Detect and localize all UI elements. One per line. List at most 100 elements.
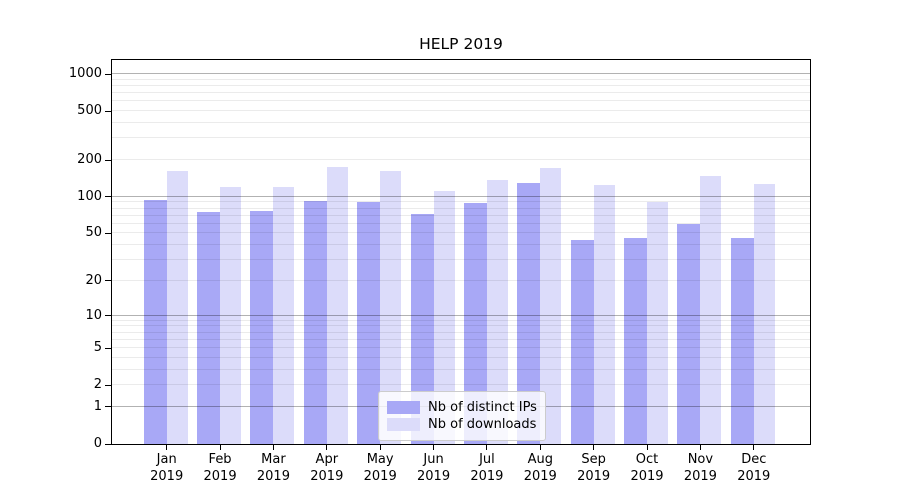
legend-entry-distinct-ips: Nb of distinct IPs <box>387 400 537 415</box>
x-tick-year: 2019 <box>523 469 557 484</box>
gridline-y-900 <box>112 78 810 80</box>
x-tick-dec <box>753 444 755 450</box>
x-tick-label-sep: Sep 2019 <box>562 451 626 485</box>
y-tick-label-50: 50 <box>85 225 102 241</box>
x-tick-month: Oct <box>635 452 659 467</box>
y-tick-label-10: 10 <box>85 307 102 323</box>
x-tick-month: Aug <box>527 452 553 467</box>
gridline-y-40 <box>112 244 810 246</box>
gridline-y-6 <box>112 338 810 340</box>
x-tick-label-oct: Oct 2019 <box>615 451 679 485</box>
bar-distinct-ips-may <box>357 202 381 444</box>
x-tick-year: 2019 <box>310 469 344 484</box>
x-tick-label-nov: Nov 2019 <box>668 451 732 485</box>
x-tick-jul <box>486 444 488 450</box>
x-tick-year: 2019 <box>150 469 184 484</box>
y-tick-0 <box>105 443 112 445</box>
x-tick-label-dec: Dec 2019 <box>722 451 786 485</box>
x-tick-month: Apr <box>315 452 339 467</box>
bar-distinct-ips-nov <box>677 223 701 444</box>
bar-downloads-jun <box>433 190 455 444</box>
x-tick-label-apr: Apr 2019 <box>295 451 359 485</box>
y-tick-50 <box>105 232 112 234</box>
x-tick-year: 2019 <box>256 469 290 484</box>
bar-downloads-dec <box>753 184 775 444</box>
bar-distinct-ips-oct <box>624 237 648 444</box>
y-tick-2 <box>105 384 112 386</box>
x-tick-year: 2019 <box>203 469 237 484</box>
x-tick-month: Jan <box>156 452 177 467</box>
x-tick-year: 2019 <box>577 469 611 484</box>
legend: Nb of distinct IPs Nb of downloads <box>378 391 546 441</box>
gridline-y-70 <box>112 214 810 216</box>
chart-title: HELP 2019 <box>419 35 503 53</box>
gridline-y-2 <box>112 384 810 386</box>
gridline-y-8 <box>112 325 810 327</box>
bar-distinct-ips-jul <box>463 203 487 444</box>
legend-label-downloads: Nb of downloads <box>428 417 537 432</box>
y-tick-100 <box>105 196 112 198</box>
x-tick-mar <box>272 444 274 450</box>
x-tick-sep <box>593 444 595 450</box>
x-tick-label-jul: Jul 2019 <box>455 451 519 485</box>
legend-entry-downloads: Nb of downloads <box>387 417 537 432</box>
x-tick-year: 2019 <box>683 469 717 484</box>
x-tick-oct <box>646 444 648 450</box>
bar-distinct-ips-aug <box>517 183 541 444</box>
x-tick-apr <box>326 444 328 450</box>
y-tick-1000 <box>105 73 112 75</box>
x-tick-label-mar: Mar 2019 <box>241 451 305 485</box>
gridline-y-500 <box>112 110 810 112</box>
gridline-y-5 <box>112 347 810 349</box>
gridline-y-700 <box>112 92 810 94</box>
x-tick-may <box>379 444 381 450</box>
gridline-y-80 <box>112 207 810 209</box>
x-tick-jun <box>433 444 435 450</box>
gridline-y-9 <box>112 319 810 321</box>
y-tick-5 <box>105 347 112 349</box>
x-tick-year: 2019 <box>470 469 504 484</box>
x-tick-year: 2019 <box>630 469 664 484</box>
legend-swatch-downloads-icon <box>387 418 420 431</box>
bar-downloads-jul <box>486 179 508 444</box>
x-tick-year: 2019 <box>363 469 397 484</box>
bar-distinct-ips-dec <box>730 237 754 444</box>
x-tick-label-jun: Jun 2019 <box>402 451 466 485</box>
bar-distinct-ips-apr <box>303 201 327 444</box>
bar-downloads-mar <box>273 187 295 444</box>
gridline-y-300 <box>112 137 810 139</box>
x-tick-jan <box>166 444 168 450</box>
x-tick-month: Nov <box>687 452 714 467</box>
bar-downloads-sep <box>593 185 615 444</box>
x-tick-label-aug: Aug 2019 <box>508 451 572 485</box>
x-tick-month: Jul <box>479 452 495 467</box>
bar-downloads-feb <box>220 187 242 444</box>
gridline-y-90 <box>112 201 810 203</box>
gridline-y-800 <box>112 84 810 86</box>
bar-distinct-ips-mar <box>250 211 274 444</box>
x-tick-month: Sep <box>581 452 606 467</box>
y-tick-20 <box>105 280 112 282</box>
bar-downloads-jan <box>166 170 188 444</box>
y-tick-label-200: 200 <box>77 152 102 167</box>
bar-downloads-oct <box>647 202 669 444</box>
bar-downloads-may <box>380 170 402 444</box>
bar-downloads-apr <box>326 166 348 444</box>
x-tick-aug <box>539 444 541 450</box>
legend-label-distinct-ips: Nb of distinct IPs <box>428 400 537 415</box>
y-tick-label-500: 500 <box>77 103 102 119</box>
y-tick-500 <box>105 110 112 112</box>
gridline-y-200 <box>112 159 810 161</box>
gridline-y-7 <box>112 331 810 333</box>
gridline-y-60 <box>112 222 810 224</box>
y-tick-label-0: 0 <box>93 436 102 451</box>
gridline-y-400 <box>112 122 810 124</box>
gridline-y-100 <box>112 195 810 197</box>
legend-swatch-distinct-ips-icon <box>387 401 420 414</box>
y-tick-label-1: 1 <box>93 398 102 414</box>
gridline-y-20 <box>112 279 810 281</box>
y-tick-1 <box>105 406 112 408</box>
x-tick-month: Dec <box>741 452 767 467</box>
x-tick-year: 2019 <box>737 469 771 484</box>
